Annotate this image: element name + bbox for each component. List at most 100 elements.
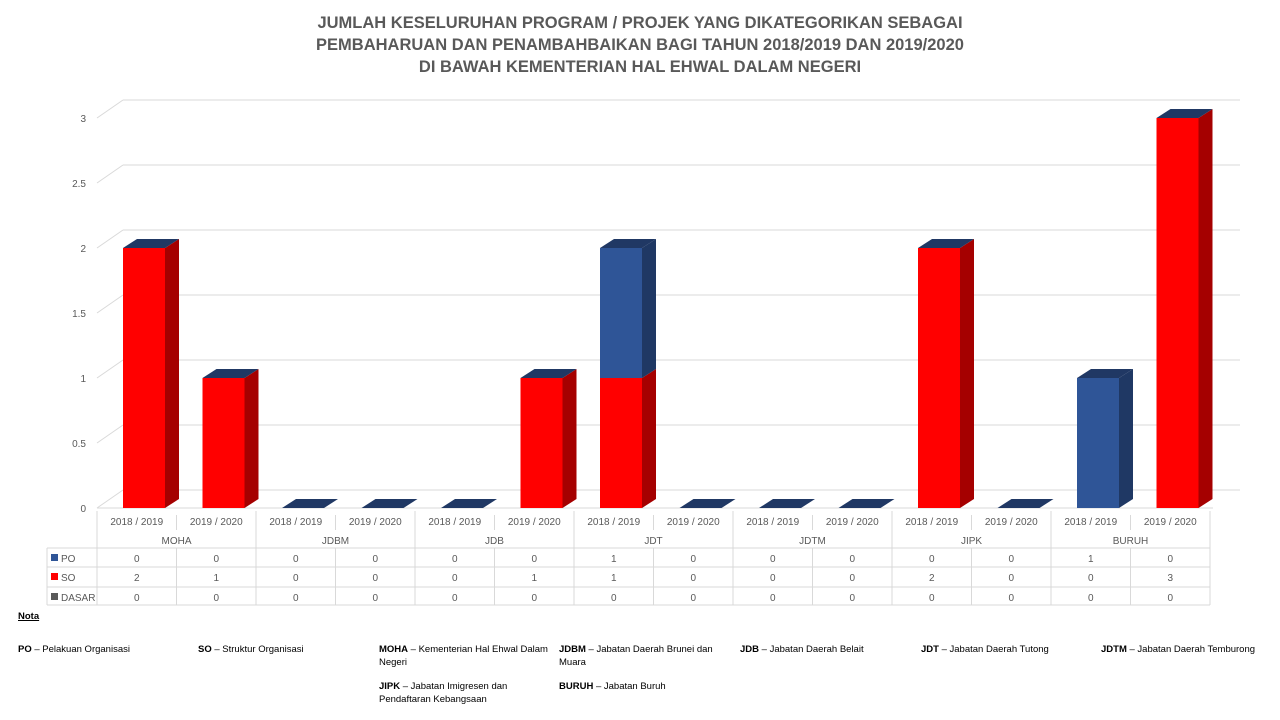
legend-label-po: PO — [61, 554, 76, 565]
table-cell-so: 0 — [770, 573, 776, 584]
bar-side-so — [165, 239, 179, 508]
note-buruh: BURUH – Jabatan Buruh — [559, 680, 729, 693]
chart-title: JUMLAH KESELURUHAN PROGRAM / PROJEK YANG… — [0, 12, 1280, 78]
bar-top — [520, 369, 577, 378]
legend-label-so: SO — [61, 573, 76, 584]
bar-top — [997, 499, 1054, 508]
legend-key-so — [51, 573, 58, 580]
bar-top — [202, 369, 259, 378]
table-cell-po: 1 — [1088, 554, 1094, 565]
table-cell-so: 0 — [849, 573, 855, 584]
x-tick-period: 2019 / 2020 — [190, 517, 243, 528]
table-cell-po: 0 — [690, 554, 696, 565]
note-moha: MOHA – Kementerian Hal Ehwal Dalam Neger… — [379, 643, 549, 669]
note-text: – Jabatan Daerah Temburong — [1126, 644, 1256, 655]
x-tick-period: 2018 / 2019 — [587, 517, 640, 528]
x-group-label: JDB — [485, 536, 504, 547]
bar-side-so — [960, 239, 974, 508]
bar-top — [441, 499, 497, 508]
x-tick-period: 2018 / 2019 — [269, 517, 322, 528]
bar-so — [202, 378, 245, 508]
bar-top — [679, 499, 736, 508]
x-group-label: JDT — [644, 536, 662, 547]
gridline-side — [96, 359, 124, 379]
table-cell-so: 0 — [293, 573, 299, 584]
note-abbr: JDB — [740, 644, 760, 655]
bar-chart: 0 0.5 1 1.5 2 2.5 3 2018 / 2019 0 2 0 2019 / 2020 0 1… — [46, 99, 1240, 606]
x-group-label: JIPK — [961, 536, 982, 547]
note-abbr: JDTM — [1101, 644, 1127, 655]
table-cell-dasar: 0 — [1008, 593, 1014, 604]
y-tick-label: 2 — [80, 244, 86, 255]
note-text: – Jabatan Imigresen dan Pendaftaran Keba… — [379, 681, 508, 705]
table-cell-dasar: 0 — [213, 593, 219, 604]
bar-so — [1156, 118, 1199, 508]
legend-label-dasar: DASAR — [61, 593, 95, 604]
x-group-label: MOHA — [162, 536, 192, 547]
note-abbr: PO — [18, 644, 32, 655]
y-tick-label: 0 — [80, 504, 86, 515]
table-cell-so: 2 — [134, 573, 140, 584]
y-tick-label: 3 — [80, 114, 86, 125]
y-tick-label: 0.5 — [72, 439, 86, 450]
table-cell-po: 0 — [134, 554, 140, 565]
x-tick-period: 2018 / 2019 — [1064, 517, 1117, 528]
table-cell-po: 0 — [531, 554, 537, 565]
bar-top — [600, 239, 656, 248]
note-abbr: MOHA — [379, 644, 409, 655]
note-text: – Jabatan Daerah Tutong — [938, 644, 1049, 655]
legend-key-dasar — [51, 593, 58, 600]
bar-so — [123, 248, 165, 508]
bar-top — [282, 499, 338, 508]
table-cell-dasar: 0 — [611, 593, 617, 604]
note-text: – Jabatan Buruh — [593, 681, 666, 692]
table-cell-dasar: 0 — [293, 593, 299, 604]
bar-top — [123, 239, 179, 248]
table-cell-so: 0 — [372, 573, 378, 584]
gridline-side — [96, 489, 124, 509]
table-cell-dasar: 0 — [134, 593, 140, 604]
table-cell-dasar: 0 — [1167, 593, 1173, 604]
table-cell-so: 0 — [1088, 573, 1094, 584]
bar-so — [918, 248, 960, 508]
note-abbr: JDT — [921, 644, 939, 655]
x-tick-period: 2019 / 2020 — [1144, 517, 1197, 528]
table-cell-so: 1 — [531, 573, 537, 584]
legend-key-po — [51, 554, 58, 561]
x-tick-period: 2018 / 2019 — [110, 517, 163, 528]
x-tick-period: 2019 / 2020 — [985, 517, 1038, 528]
note-text: – Struktur Organisasi — [211, 644, 304, 655]
table-cell-dasar: 0 — [770, 593, 776, 604]
title-line: JUMLAH KESELURUHAN PROGRAM / PROJEK YANG… — [317, 14, 963, 32]
bar-po — [1077, 378, 1119, 508]
table-cell-po: 0 — [293, 554, 299, 565]
bar-top — [918, 239, 974, 248]
notes-heading: Nota — [18, 611, 40, 622]
note-abbr: JDBM — [559, 644, 586, 655]
note-text: – Pelakuan Organisasi — [31, 644, 130, 655]
table-cell-po: 1 — [611, 554, 617, 565]
gridline-side — [96, 164, 124, 184]
bar-side-po — [1119, 369, 1133, 508]
x-group-label: JDBM — [322, 536, 349, 547]
y-tick-label: 1.5 — [72, 309, 86, 320]
table-cell-dasar: 0 — [372, 593, 378, 604]
bar-side-so — [1198, 109, 1213, 508]
note-abbr: SO — [198, 644, 212, 655]
x-tick-period: 2019 / 2020 — [667, 517, 720, 528]
table-cell-dasar: 0 — [531, 593, 537, 604]
x-group-label: BURUH — [1113, 536, 1149, 547]
x-tick-period: 2018 / 2019 — [746, 517, 799, 528]
table-cell-po: 0 — [929, 554, 935, 565]
note-text: – Jabatan Daerah Belait — [759, 644, 864, 655]
gridline-side — [96, 294, 124, 314]
note-abbr: JIPK — [379, 681, 401, 692]
title-line: PEMBAHARUAN DAN PENAMBAHBAIKAN BAGI TAHU… — [316, 36, 964, 54]
table-cell-dasar: 0 — [690, 593, 696, 604]
bar-top — [1156, 109, 1213, 118]
note-jdb: JDB – Jabatan Daerah Belait — [740, 643, 910, 656]
table-cell-so: 0 — [1008, 573, 1014, 584]
table-cell-dasar: 0 — [1088, 593, 1094, 604]
bar-so — [600, 378, 642, 508]
bar-top — [838, 499, 895, 508]
